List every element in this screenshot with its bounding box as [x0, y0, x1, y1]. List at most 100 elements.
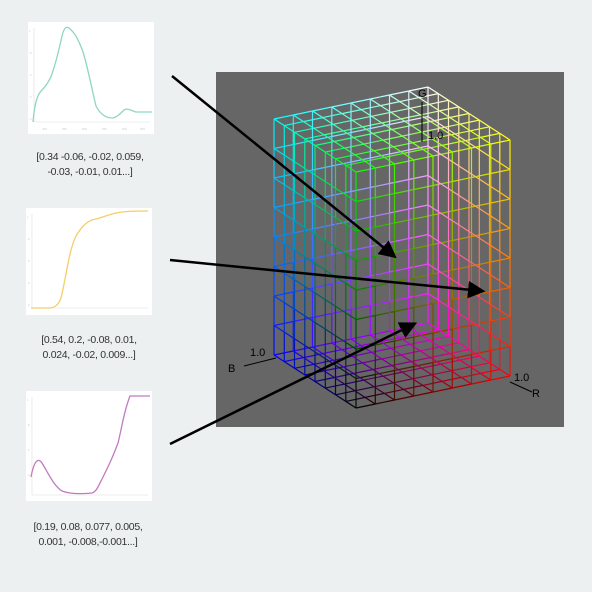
cube-grid-line	[342, 366, 354, 375]
axis-g-max-label: 1.0	[428, 130, 444, 142]
cube-grid-line	[458, 342, 470, 351]
cube-grid-line	[383, 392, 395, 401]
cube-grid-line	[478, 326, 490, 334]
cube-grid-line	[350, 304, 371, 311]
cube-grid-line	[364, 392, 385, 398]
svg-text:600: 600	[122, 127, 127, 131]
cube-grid-line	[411, 356, 431, 363]
cube-grid-line	[458, 135, 470, 144]
cube-grid-line	[335, 364, 347, 373]
cube-grid-line	[489, 185, 501, 193]
cube-grid-line	[458, 224, 470, 233]
cube-grid-line	[324, 210, 336, 219]
cube-grid-line	[363, 379, 375, 388]
spectrum-curve-3	[30, 395, 150, 495]
spectrum-chart-2: 1 .8 .6 .4 .2	[27, 210, 149, 309]
cube-grid-line	[440, 127, 452, 136]
cube-grid-line	[364, 156, 385, 162]
cube-grid-line	[460, 376, 472, 385]
cube-grid-line	[294, 220, 306, 228]
axis-b-line	[243, 357, 277, 367]
cube-grid-line	[335, 246, 347, 255]
cube-grid-line	[273, 206, 285, 215]
cube-grid-line	[370, 300, 390, 307]
cube-grid-line	[420, 110, 440, 116]
cube-grid-line	[312, 346, 324, 355]
cube-grid-line	[412, 378, 424, 386]
cube-grid-line	[283, 331, 295, 340]
axis-b-label: B	[228, 363, 236, 375]
cube-grid-line	[441, 376, 462, 382]
cube-grid-line	[283, 213, 295, 222]
cube-grid-line	[489, 155, 501, 164]
cube-grid-line	[314, 174, 326, 183]
cube-grid-line	[413, 184, 434, 191]
cube-grid-line	[427, 145, 439, 154]
cube-grid-line	[468, 348, 480, 357]
cube-grid-line	[430, 356, 442, 365]
axis-r-label: R	[532, 388, 540, 400]
cube-grid-line	[323, 134, 335, 143]
cube-grid-line	[283, 184, 295, 192]
cube-grid-line	[448, 306, 460, 314]
cube-grid-line	[382, 135, 403, 141]
spectrum-vector-3: [0.19, 0.08, 0.077, 0.005, 0.001, -0.008…	[8, 520, 168, 550]
svg-text:.6: .6	[27, 259, 30, 263]
cube-grid-line	[360, 345, 372, 353]
cube-grid-line	[362, 122, 382, 128]
cube-grid-line	[478, 149, 490, 157]
cube-grid-line	[431, 134, 452, 140]
cube-grid-line	[448, 217, 460, 226]
vector-line: -0.03, -0.01, 0.01...]	[47, 166, 133, 178]
cube-grid-line	[360, 109, 372, 117]
cube-grid-line	[403, 148, 423, 154]
spectrum-curve-1	[32, 26, 152, 123]
cube-grid-line	[427, 86, 439, 95]
cube-grid-line	[422, 148, 434, 157]
cube-grid-line	[292, 114, 304, 123]
axis-b-max-label: 1.0	[250, 347, 266, 359]
cube-grid-line	[354, 390, 366, 398]
svg-text:.4: .4	[27, 281, 30, 285]
cube-grid-line	[408, 292, 429, 299]
cube-grid-line	[389, 208, 409, 214]
cube-grid-line	[294, 127, 314, 133]
cube-grid-line	[480, 368, 500, 374]
svg-text:400: 400	[42, 127, 47, 131]
cube-grid-line	[380, 341, 392, 349]
cube-grid-line	[459, 123, 471, 132]
vector-line: [0.19, 0.08, 0.077, 0.005,	[33, 521, 143, 533]
cube-grid-line	[371, 115, 383, 124]
cube-grid-line	[283, 154, 295, 163]
cube-grid-line	[431, 370, 452, 376]
cube-grid-line	[345, 371, 357, 380]
cube-grid-line	[412, 374, 432, 380]
cube-grid-line	[427, 263, 439, 272]
svg-text:500: 500	[82, 127, 87, 131]
spectrum-vector-2: [0.54, 0.2, -0.08, 0.01, 0.024, -0.02, 0…	[9, 333, 169, 363]
cube-grid-line	[391, 360, 412, 367]
cube-grid-line	[439, 106, 459, 112]
cube-grid-line	[413, 214, 434, 220]
cube-grid-line	[324, 328, 336, 337]
cube-grid-line	[312, 283, 332, 289]
cube-grid-line	[427, 115, 439, 124]
cube-grid-line	[389, 296, 409, 303]
cube-grid-line	[478, 237, 490, 246]
cube-grid-line	[283, 272, 295, 281]
cube-grid-line	[273, 202, 294, 209]
cube-grid-line	[351, 355, 363, 364]
cube-grid-line	[304, 167, 316, 176]
cube-grid-line	[353, 368, 373, 375]
cube-grid-line	[448, 247, 460, 255]
cube-grid-line	[370, 94, 390, 100]
cube-grid-line	[304, 344, 316, 353]
cube-grid-line	[371, 111, 391, 117]
cube-grid-line	[392, 146, 404, 154]
cube-grid-line	[441, 140, 462, 146]
cube-grid-line	[408, 90, 420, 99]
cube-grid-line	[273, 354, 285, 363]
cube-grid-line	[441, 380, 453, 389]
cube-grid-line	[421, 363, 441, 369]
cube-grid-line	[413, 243, 434, 250]
